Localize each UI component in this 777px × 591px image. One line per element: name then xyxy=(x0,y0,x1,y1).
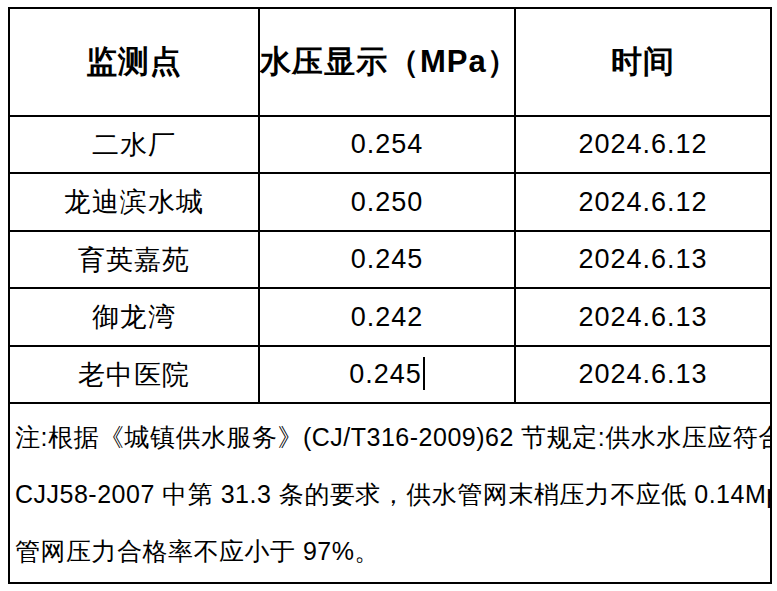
note-line-2: CJJ58-2007 中第 31.3 条的要求，供水管网末梢压力不应低 0.14… xyxy=(15,466,766,523)
document-page: 监测点 水压显示（MPa） 时间 二水厂 0.254 2024.6.12 龙迪滨… xyxy=(0,0,777,591)
pressure-value: 0.245 xyxy=(349,359,422,389)
cell-date[interactable]: 2024.6.12 xyxy=(515,116,771,174)
cell-pressure[interactable]: 0.245 xyxy=(259,231,515,289)
cell-pressure-editing[interactable]: 0.245 xyxy=(259,346,515,404)
header-cell-site[interactable]: 监测点 xyxy=(9,8,259,116)
table-row: 二水厂 0.254 2024.6.12 xyxy=(9,116,771,174)
table-note-row: 注:根据《城镇供水服务》(CJ/T316-2009)62 节规定:供水水压应符合… xyxy=(9,403,771,583)
table-header-row: 监测点 水压显示（MPa） 时间 xyxy=(9,8,771,116)
header-cell-pressure[interactable]: 水压显示（MPa） xyxy=(259,8,515,116)
regulation-note-cell[interactable]: 注:根据《城镇供水服务》(CJ/T316-2009)62 节规定:供水水压应符合… xyxy=(9,403,771,583)
cell-pressure[interactable]: 0.242 xyxy=(259,288,515,346)
cell-date[interactable]: 2024.6.13 xyxy=(515,288,771,346)
cell-site[interactable]: 御龙湾 xyxy=(9,288,259,346)
header-cell-date[interactable]: 时间 xyxy=(515,8,771,116)
note-line-3: 管网压力合格率不应小于 97%。 xyxy=(15,523,766,580)
cell-date[interactable]: 2024.6.13 xyxy=(515,346,771,404)
text-cursor xyxy=(423,357,425,390)
table-row: 御龙湾 0.242 2024.6.13 xyxy=(9,288,771,346)
table-row: 育英嘉苑 0.245 2024.6.13 xyxy=(9,231,771,289)
cell-date[interactable]: 2024.6.12 xyxy=(515,173,771,231)
water-pressure-monitoring-table: 监测点 水压显示（MPa） 时间 二水厂 0.254 2024.6.12 龙迪滨… xyxy=(8,7,772,584)
cell-date[interactable]: 2024.6.13 xyxy=(515,231,771,289)
cell-site[interactable]: 育英嘉苑 xyxy=(9,231,259,289)
cell-site[interactable]: 龙迪滨水城 xyxy=(9,173,259,231)
note-line-1: 注:根据《城镇供水服务》(CJ/T316-2009)62 节规定:供水水压应符合 xyxy=(15,409,766,466)
cell-pressure[interactable]: 0.254 xyxy=(259,116,515,174)
cell-site[interactable]: 二水厂 xyxy=(9,116,259,174)
table-row: 老中医院 0.245 2024.6.13 xyxy=(9,346,771,404)
cell-site[interactable]: 老中医院 xyxy=(9,346,259,404)
cell-pressure[interactable]: 0.250 xyxy=(259,173,515,231)
table-row: 龙迪滨水城 0.250 2024.6.12 xyxy=(9,173,771,231)
